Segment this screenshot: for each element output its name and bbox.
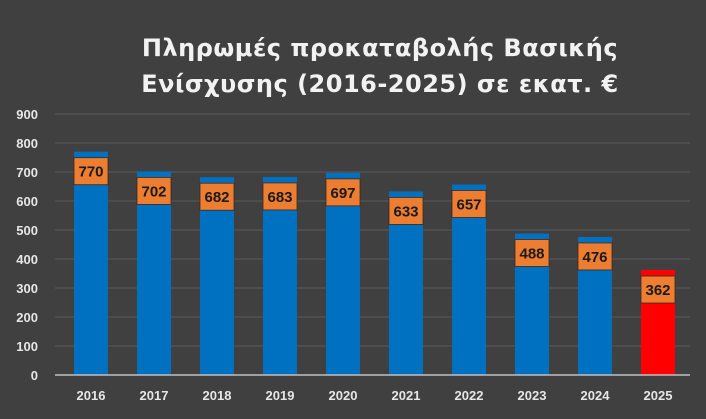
- x-tick-label: 2018: [203, 388, 232, 403]
- data-label-box: [577, 242, 613, 271]
- y-tick-label: 400: [16, 252, 38, 267]
- data-label: 657: [456, 196, 481, 213]
- y-tick-label: 300: [16, 281, 38, 296]
- data-label-box: [325, 178, 361, 207]
- data-label-box: [73, 157, 109, 186]
- bar-2020: [326, 172, 360, 375]
- x-tick-label: 2023: [518, 388, 547, 403]
- x-tick-label: 2017: [140, 388, 169, 403]
- y-tick-label: 800: [16, 136, 38, 151]
- bar-2016: [74, 151, 108, 375]
- bar-2017: [137, 171, 171, 375]
- x-tick-label: 2021: [392, 388, 421, 403]
- data-label: 770: [78, 164, 103, 181]
- y-tick-label: 100: [16, 339, 38, 354]
- chart-title-line-1: Πληρωμές προκαταβολής Βασικής: [141, 34, 619, 62]
- data-label: 697: [330, 185, 355, 202]
- y-tick-label: 900: [16, 107, 38, 122]
- data-label-box: [199, 182, 235, 211]
- chart-title: Πληρωμές προκαταβολής Βασικής Ενίσχυσης …: [0, 30, 706, 102]
- data-label: 702: [141, 183, 166, 200]
- data-label: 633: [393, 203, 418, 220]
- data-label-box: [640, 275, 676, 304]
- data-label: 476: [582, 249, 607, 266]
- y-tick-label: 700: [16, 165, 38, 180]
- x-tick-label: 2019: [266, 388, 295, 403]
- y-tick-label: 200: [16, 310, 38, 325]
- x-tick-label: 2025: [644, 388, 673, 403]
- chart-title-line-2: Ενίσχυσης (2016-2025) σε εκατ. €: [141, 70, 619, 98]
- data-label: 683: [267, 189, 292, 206]
- data-label-box: [514, 239, 550, 267]
- data-label-box: [388, 197, 424, 225]
- data-label-box: [451, 190, 487, 218]
- y-tick-label: 600: [16, 194, 38, 209]
- data-label: 682: [204, 189, 229, 206]
- y-tick-label: 0: [31, 368, 38, 383]
- data-label-box: [262, 182, 298, 211]
- x-tick-label: 2022: [455, 388, 484, 403]
- data-label: 362: [645, 282, 670, 299]
- x-tick-label: 2024: [581, 388, 611, 403]
- y-tick-label: 500: [16, 223, 38, 238]
- x-tick-label: 2016: [77, 388, 106, 403]
- data-label-box: [136, 177, 172, 205]
- x-tick-label: 2020: [329, 388, 358, 403]
- data-label: 488: [519, 245, 544, 262]
